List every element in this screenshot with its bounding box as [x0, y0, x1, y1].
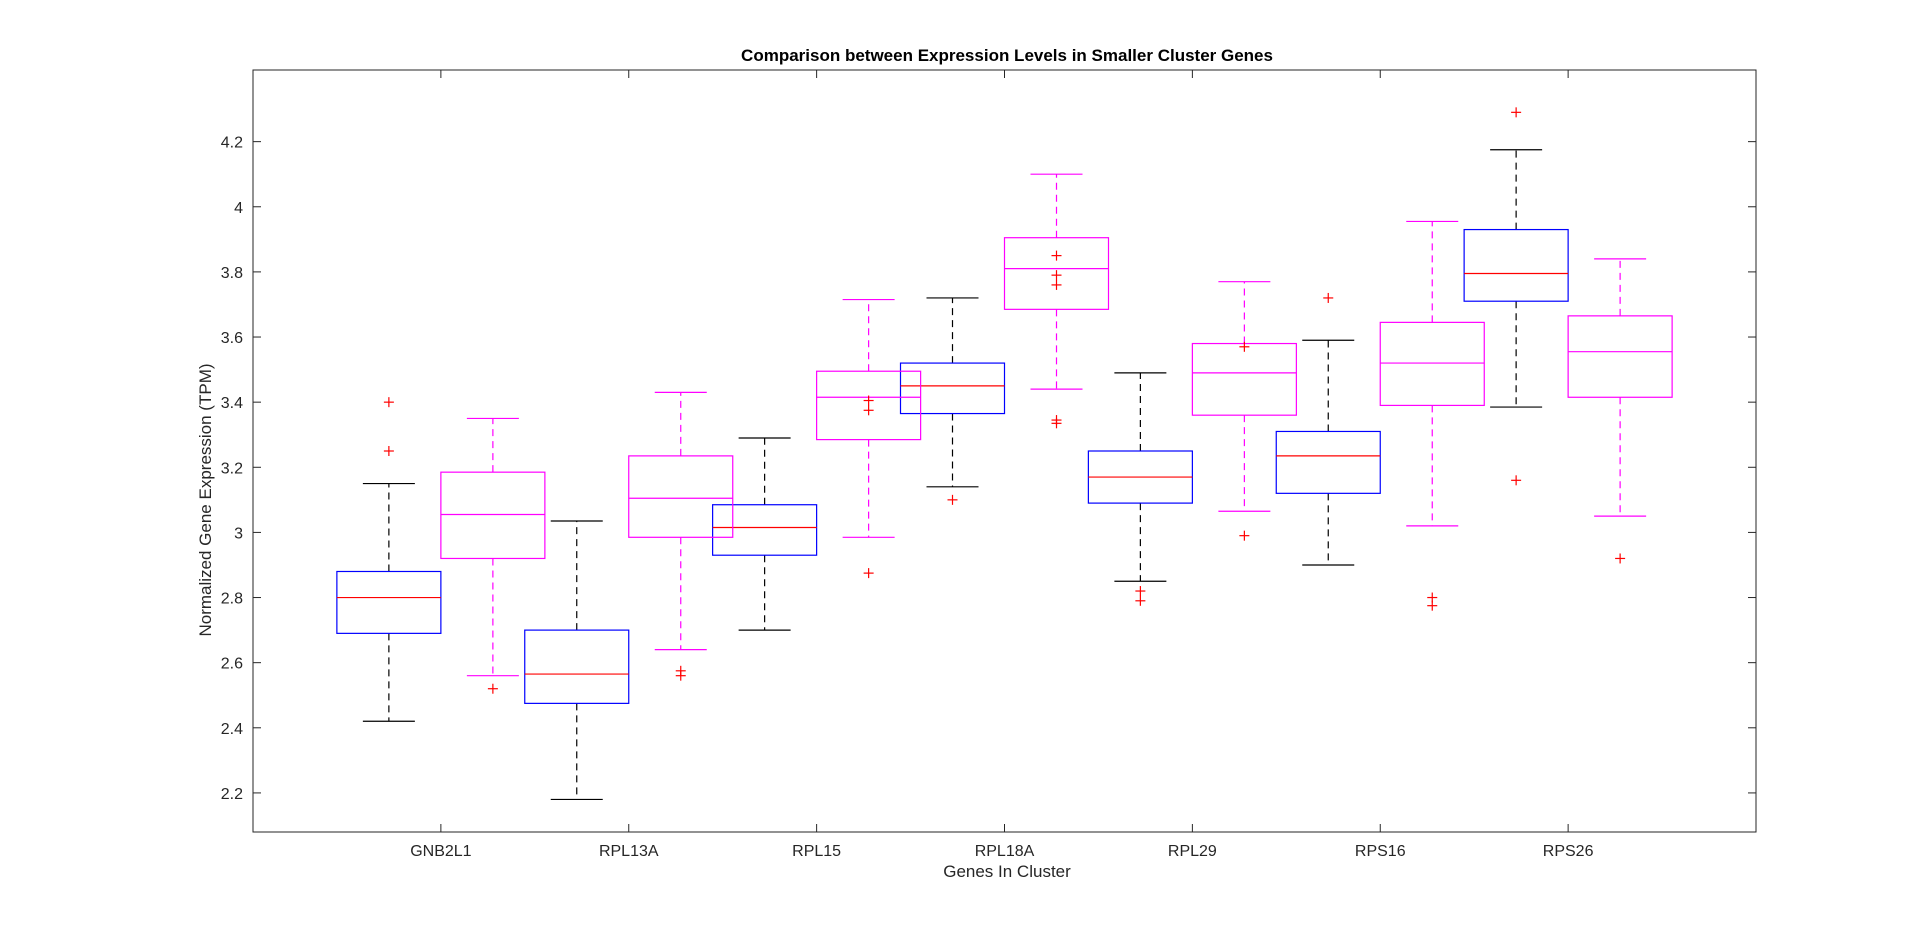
outlier-marker [1323, 292, 1334, 303]
box-group-1-rpl29 [1087, 372, 1193, 606]
outlier-marker [383, 397, 394, 408]
outlier-marker [1427, 600, 1438, 611]
x-tick-label: GNB2L1 [410, 843, 471, 860]
outlier-marker [1239, 530, 1250, 541]
box-group-1-rpl15 [712, 437, 818, 631]
outlier-marker [863, 405, 874, 416]
x-axis-label: Genes In Cluster [943, 862, 1071, 881]
y-tick-label: 3.2 [221, 460, 243, 477]
box [899, 362, 1006, 415]
box-group-1-rps16 [1275, 292, 1381, 566]
outlier-marker [863, 568, 874, 579]
outlier-marker [1615, 553, 1626, 564]
box-group-2-rps26 [1567, 258, 1673, 564]
axes: 2.2 2.4 2.6 2.8 3 3.2 3.4 3.6 3.8 4 4.2 GNB2L1 RPL13… [221, 69, 1757, 860]
box-group-2-rpl18a [1003, 173, 1110, 429]
box [1275, 430, 1381, 494]
box [1463, 228, 1569, 302]
y-tick-label: 4 [234, 200, 243, 217]
y-tick-label: 4.2 [221, 135, 243, 152]
y-tick-label: 3.4 [221, 395, 243, 412]
y-tick-label: 3.6 [221, 330, 243, 347]
box [628, 455, 734, 538]
outlier-marker [1511, 107, 1522, 118]
x-tick-label: RPL15 [792, 843, 841, 860]
x-tick-label: RPL13A [599, 843, 659, 860]
outlier-marker [1511, 475, 1522, 486]
x-tick-label: RPS16 [1355, 843, 1406, 860]
box [336, 570, 442, 634]
outlier-marker [1239, 341, 1250, 352]
outlier-marker [1051, 250, 1062, 261]
box-group-1-rpl18a [899, 297, 1006, 505]
y-tick-label: 2.8 [221, 591, 243, 608]
y-tick-label: 2.6 [221, 656, 243, 673]
box-group-1-gnb2l1 [336, 397, 442, 722]
box-group-2-rpl29 [1191, 281, 1297, 541]
box-group-2-rps16 [1379, 220, 1485, 611]
box-group-2-rpl15 [816, 298, 922, 579]
box [712, 504, 818, 556]
x-tick-label: RPL29 [1168, 843, 1217, 860]
x-tick-label: RPL18A [975, 843, 1035, 860]
x-tick-label: RPS26 [1543, 843, 1594, 860]
box [816, 370, 922, 441]
plot-area [336, 107, 1673, 801]
outlier-marker [1051, 270, 1062, 281]
outlier-marker [863, 395, 874, 406]
box [1379, 321, 1485, 407]
box [1003, 237, 1110, 310]
y-tick-label: 2.2 [221, 786, 243, 803]
outlier-marker [487, 683, 498, 694]
y-tick-label: 3 [234, 525, 243, 542]
box-group-2-gnb2l1 [440, 417, 546, 694]
outlier-marker [1135, 595, 1146, 606]
outlier-marker [1051, 279, 1062, 290]
outlier-marker [1135, 586, 1146, 597]
outlier-marker [383, 446, 394, 456]
box [440, 471, 546, 560]
outlier-marker [947, 494, 958, 505]
box [1567, 315, 1673, 398]
box-group-2-rpl13a [628, 391, 734, 681]
box [524, 629, 630, 704]
y-tick-label: 3.8 [221, 265, 243, 282]
box-group-1-rpl13a [524, 520, 630, 801]
outlier-marker [1051, 418, 1062, 429]
chart-title: Comparison between Expression Levels in … [741, 46, 1273, 65]
outlier-marker [675, 670, 686, 681]
y-axis-label: Normalized Gene Expression (TPM) [196, 363, 215, 636]
y-tick-label: 2.4 [221, 721, 243, 738]
box-group-1-rps26 [1463, 107, 1569, 486]
